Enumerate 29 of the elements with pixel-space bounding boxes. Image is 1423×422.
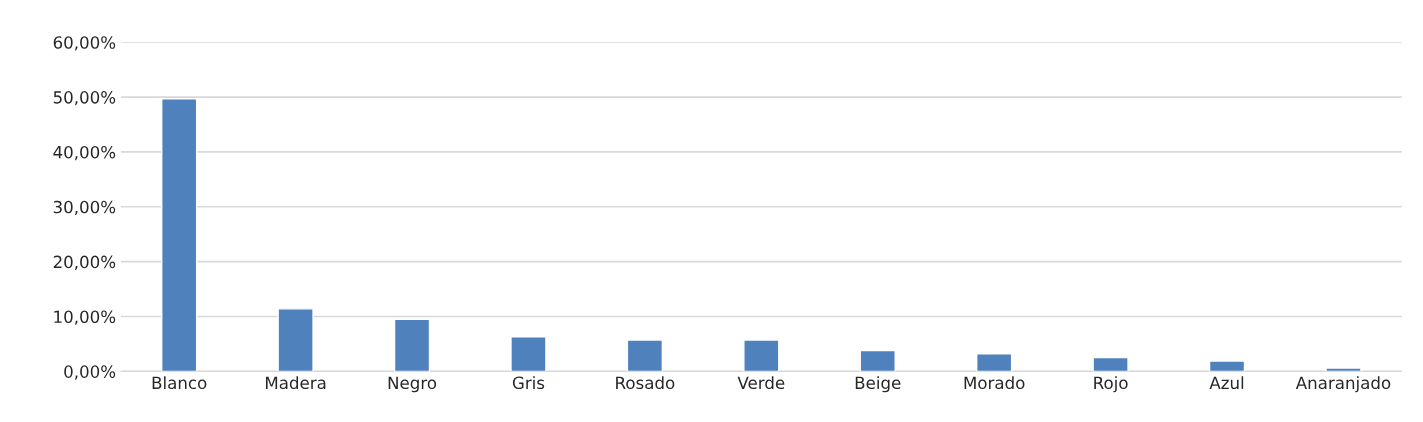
bar <box>510 336 547 372</box>
bar <box>743 339 780 372</box>
y-tick-label: 40,00% <box>53 145 116 161</box>
x-tick-label: Blanco <box>152 376 207 390</box>
x-tick-label: Rosado <box>616 376 675 390</box>
x-tick-label: Anaranjado <box>1295 376 1391 393</box>
x-tick-label: Morado <box>964 376 1025 390</box>
bar <box>626 339 664 372</box>
bar <box>1208 360 1246 372</box>
x-tick-label: Madera <box>265 376 326 390</box>
x-tick-label: Beige <box>855 376 901 393</box>
bar <box>393 318 431 372</box>
x-tick-label: Verde <box>737 376 785 390</box>
bar <box>976 353 1013 372</box>
bar <box>1092 356 1129 372</box>
x-tick-label: Azul <box>1209 376 1244 390</box>
bar <box>161 98 198 372</box>
x-tick-label: Gris <box>512 376 545 390</box>
bar <box>277 308 314 372</box>
y-tick-label: 20,00% <box>53 255 116 270</box>
x-tick-label: Negro <box>388 376 437 393</box>
y-tick-label: 50,00% <box>53 91 116 106</box>
y-tick-label: 60,00% <box>53 36 116 51</box>
bar <box>1325 367 1362 372</box>
y-tick-label: 30,00% <box>53 200 116 216</box>
bar <box>859 349 896 372</box>
y-tick-label: 10,00% <box>54 310 116 325</box>
y-tick-label: 0,00% <box>64 365 116 380</box>
x-tick-label: Rojo <box>1094 376 1128 393</box>
